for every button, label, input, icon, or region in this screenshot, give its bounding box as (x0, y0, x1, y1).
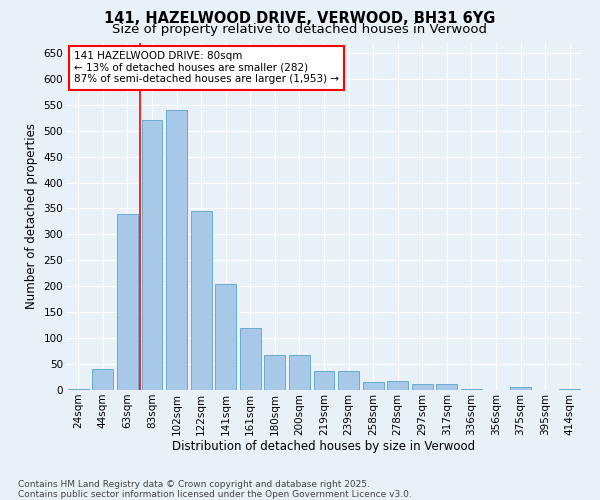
Bar (510, 388, 531, 390)
Bar (117, 214, 138, 390)
Bar (68, 389, 89, 390)
Bar (436, 384, 457, 390)
Bar (338, 371, 359, 390)
Bar (191, 211, 212, 390)
Bar (92, 370, 113, 390)
Y-axis label: Number of detached properties: Number of detached properties (25, 123, 38, 309)
Bar (314, 371, 334, 390)
Bar (412, 384, 433, 390)
Bar (166, 110, 187, 390)
Text: Size of property relative to detached houses in Verwood: Size of property relative to detached ho… (113, 22, 487, 36)
Text: 141, HAZELWOOD DRIVE, VERWOOD, BH31 6YG: 141, HAZELWOOD DRIVE, VERWOOD, BH31 6YG (104, 11, 496, 26)
Bar (142, 120, 163, 390)
Bar (461, 389, 482, 390)
Bar (265, 355, 286, 390)
Bar (240, 328, 261, 390)
Text: 141 HAZELWOOD DRIVE: 80sqm
← 13% of detached houses are smaller (282)
87% of sem: 141 HAZELWOOD DRIVE: 80sqm ← 13% of deta… (74, 51, 339, 84)
Bar (559, 389, 580, 390)
Bar (387, 380, 408, 390)
Bar (362, 382, 383, 390)
Bar (289, 355, 310, 390)
X-axis label: Distribution of detached houses by size in Verwood: Distribution of detached houses by size … (172, 440, 476, 454)
Text: Contains HM Land Registry data © Crown copyright and database right 2025.
Contai: Contains HM Land Registry data © Crown c… (18, 480, 412, 499)
Bar (215, 284, 236, 390)
